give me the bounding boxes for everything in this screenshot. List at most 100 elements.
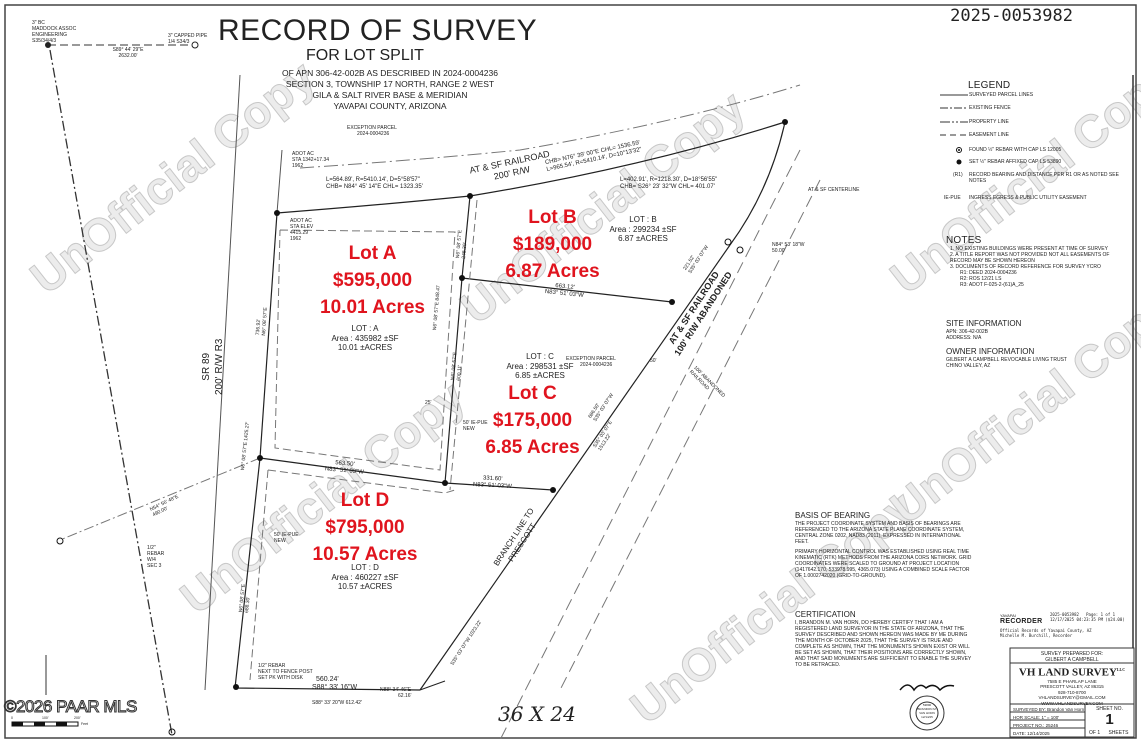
lot-cd-bearing: 331.60' N83° 51' 03"W (472, 475, 513, 491)
legend-item: EASEMENT LINE (969, 132, 1009, 138)
page-title: RECORD OF SURVEY (218, 14, 538, 47)
easement-line (274, 229, 456, 471)
owner-info: GILBERT A CAMPBELL REVOCABLE LIVING TRUS… (946, 357, 1067, 369)
scale-bar (11, 721, 79, 727)
lot-bc-line (461, 277, 673, 303)
centerline-label: AT & SF CENTERLINE (808, 187, 860, 193)
scale-tick: 100' (42, 716, 49, 720)
ie-pue-d-label: 50' IE-PUE NEW (274, 532, 299, 544)
notes-list: 1. NO EXISTING BUILDINGS WERE PRESENT AT… (950, 246, 1120, 288)
ie-pue-c-label: 50' IE-PUE NEW (463, 420, 488, 432)
railroad-east-line (419, 244, 731, 691)
certification-text: I, BRANDON M. VAN HORN, DO HEREBY CERTIF… (795, 620, 972, 668)
railroad-row-line (276, 121, 786, 214)
sheet-number: 1 (1105, 711, 1114, 728)
lot-d-callout: Lot D $795,000 10.57 Acres (312, 490, 418, 565)
description-line: GILA & SALT RIVER BASE & MERIDIAN (312, 90, 468, 100)
easement-line (449, 199, 478, 491)
top-section-bearing: S89° 44' 29"E 2632.00' (112, 47, 144, 59)
se-bearing: N88° 34' 46"E 62.16' (380, 687, 412, 699)
adot-ac-elev-label: ADOT AC STA ELEV 4415.29 1962 (290, 218, 314, 242)
site-info-title: SITE INFORMATION (946, 319, 1022, 328)
recording-number: 2025-0053982 (950, 6, 1073, 26)
lot-c-callout: Lot C $175,000 6.85 Acres (485, 383, 580, 458)
se-tie (419, 680, 446, 691)
legend-title: LEGEND (968, 80, 1011, 91)
legend-item: FOUND ½" REBAR WITH CAP LS 12005 (969, 147, 1062, 153)
owner-info-title: OWNER INFORMATION (946, 347, 1035, 356)
legend-item: SURVEYED PARCEL LINES (969, 92, 1034, 98)
bc-monument-label: 3" BC MADDOCK ASSOC ENGINEERING S35/34/4/3 (32, 20, 77, 44)
lot-ab-bearing: N6° 08' 57"E 248.30' (455, 229, 469, 260)
found-monument (45, 42, 51, 48)
legend-item: SET ½" REBAR AFFIXED CAP LS 53890 (969, 159, 1062, 165)
lot-ac-bearing: N6° 08' 57"E 600.11' (450, 351, 464, 382)
certification-title: CERTIFICATION (795, 610, 856, 619)
legend-r1-symbol: (R1) (953, 172, 963, 178)
capped-pipe-label: 3" CAPPED PIPE 1/4 S34/3 (168, 33, 208, 45)
adot-tie (276, 149, 283, 214)
recorder-logo: RECORDER (1000, 618, 1043, 625)
lot-c-area: LOT : C Area : 298531 ±SF 6.85 ±ACRES (506, 352, 574, 380)
sheet-border (4, 4, 1137, 739)
notes-title: NOTES (946, 235, 982, 246)
legend-item: PROPERTY LINE (969, 119, 1009, 125)
scale-unit: Feet (81, 722, 89, 726)
title-block-fields: SURVEYED BY: Brandon Van Horn HOR SCALE: … (1013, 707, 1085, 736)
lot-d-area: LOT : D Area : 460227 ±SF 10.57 ±ACRES (331, 563, 399, 591)
existing-fence (299, 84, 801, 169)
exception-parcel-label: EXCEPTION PARCEL 2024-0004236 (347, 125, 397, 137)
description-line: OF APN 306-42-002B AS DESCRIBED IN 2024-… (282, 68, 498, 78)
tie-line (59, 457, 261, 541)
sr89-label: SR 89 200' R/W R3 (201, 338, 225, 395)
twentyfive-foot-label: 25' (425, 400, 432, 406)
south-record-bearing: S88° 33' 20"W 612.42' (312, 700, 362, 706)
rebar-w4-label: 1/2" REBAR W/4 SEC 3 (147, 545, 165, 569)
railroad-row-abandoned (559, 179, 821, 691)
exception-parcel-mid-label: EXCEPTION PARCEL 2024-0004236 (566, 356, 616, 368)
description-line: YAVAPAI COUNTY, ARIZONA (333, 101, 447, 111)
west-section-line (49, 49, 173, 736)
lot-a-west-bearing: 736.92' N6° 08' 57"E (255, 307, 269, 336)
set-rebar-monuments (233, 119, 788, 690)
legend-item: INGRESS EGRESS & PUBLIC UTILITY EASEMENT (969, 195, 1087, 201)
note-ref: R1: DEED 2024-0004236 (960, 270, 1017, 276)
recorder-logo-top: YAVAPAI (1000, 613, 1016, 618)
found-rebar (724, 238, 732, 246)
lot-a-area: LOT : A Area : 435982 ±SF 10.01 ±ACRES (331, 324, 399, 352)
legend-found-symbol (956, 147, 962, 153)
prepared-for: SURVEY PREPARED FOR: GILBERT A CAMPBELL (1040, 651, 1104, 663)
company-name: VH LAND SURVEY (1018, 666, 1117, 679)
scale-tick: 200' (74, 716, 81, 720)
mls-copyright: ©2026 PAAR MLS (4, 697, 138, 717)
easement-line (267, 469, 456, 494)
survey-description: OF APN 306-42-002B AS DESCRIBED IN 2024-… (250, 68, 530, 112)
south-line-bearing: 560.24' S88° 33' 16"W (312, 676, 358, 691)
legend-item: RECORD BEARING AND DISTANCE PER R1 OR AS… (969, 172, 1119, 184)
recorder-stamp: 2025-0053982 Page: 1 of 1 12/17/2025 04:… (1050, 612, 1125, 622)
lot-b-area: LOT : B Area : 299234 ±SF 6.87 ±ACRES (609, 215, 677, 243)
basis-of-bearing-title: BASIS OF BEARING (795, 511, 871, 520)
sheet-no-label: SHEET NO. (1096, 706, 1123, 712)
note-ref: R3: ADOT F-025-2-(61)A_25 (960, 282, 1024, 288)
curve-1-data: L=564.89', R=5410.14', D=5°58'57" CHB= N8… (326, 177, 423, 190)
n84-bearing-label: N84° 53' 18"W 50.00' (772, 242, 805, 254)
basis-of-bearing-text: THE PROJECT COORDINATE SYSTEM AND BASIS … (795, 521, 972, 579)
lot-b-callout: Lot B $189,000 6.87 Acres (505, 207, 600, 282)
description-line: SECTION 3, TOWNSHIP 17 NORTH, RANGE 2 WE… (285, 79, 495, 89)
note-item: 1. NO EXISTING BUILDINGS WERE PRESENT AT… (950, 246, 1108, 252)
sheet-of: OF 1 SHEETS (1089, 730, 1129, 736)
note-item: 3. DOCUMENTS OF RECORD REFERENCE FOR SUR… (950, 264, 1101, 270)
easement-line (249, 469, 269, 681)
seal-text: 53890 BRANDON M. VAN HORN 12/14/25 (917, 703, 937, 719)
curve-3-data: L=402.91', R=1218.30', D=18°56'55" CHB= S… (620, 177, 718, 190)
fifty-foot-label: 50' (650, 358, 657, 364)
page-subtitle: FOR LOT SPLIT (306, 47, 424, 64)
capped-pipe-monument (191, 41, 199, 49)
legend-set-symbol (956, 159, 962, 165)
surveyor-seal (909, 695, 945, 731)
lot-a-callout: Lot A $595,000 10.01 Acres (320, 243, 425, 318)
note-ref: R2: ROS 12/21 LS (960, 276, 1002, 282)
surveyor-signature (899, 684, 955, 692)
